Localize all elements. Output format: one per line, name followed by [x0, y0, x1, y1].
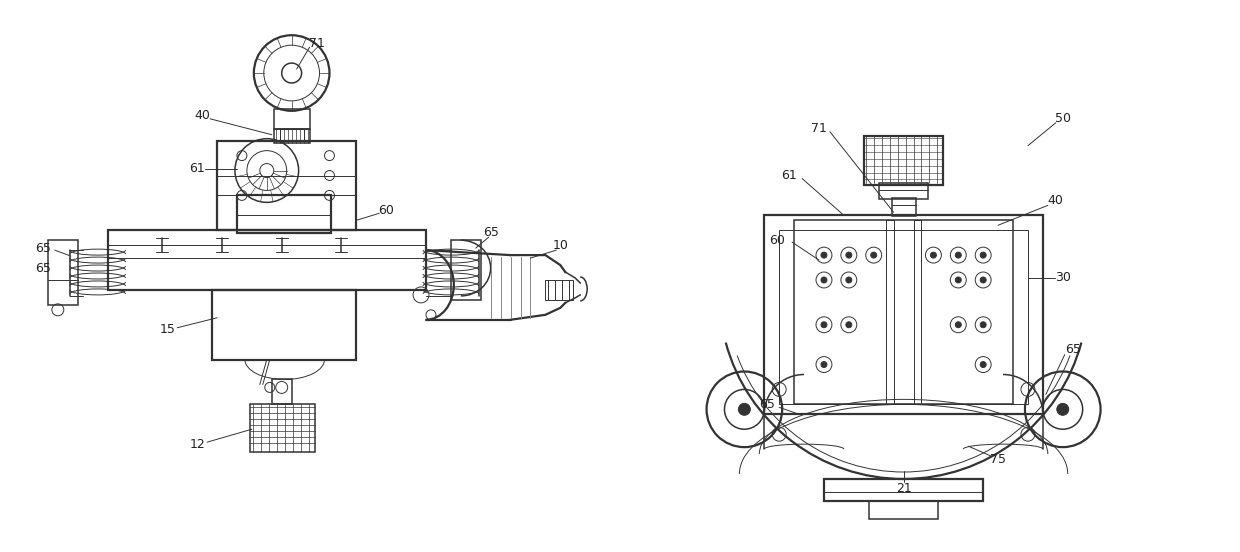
Text: 61: 61	[190, 162, 205, 175]
Circle shape	[980, 277, 986, 283]
Text: 50: 50	[1055, 112, 1071, 125]
Text: 75: 75	[990, 453, 1006, 465]
Circle shape	[1056, 404, 1069, 415]
Bar	[892, 198, 915, 216]
Text: 65: 65	[35, 262, 51, 274]
Circle shape	[980, 362, 986, 368]
Text: 30: 30	[1055, 272, 1070, 284]
Bar	[885, 220, 894, 405]
Text: 40: 40	[195, 109, 210, 123]
Text: 40: 40	[1048, 194, 1064, 207]
Text: 61: 61	[781, 169, 797, 182]
Text: 10: 10	[552, 238, 568, 252]
Text: 21: 21	[895, 482, 911, 496]
Circle shape	[980, 322, 986, 328]
Bar	[823, 479, 983, 501]
Circle shape	[821, 252, 827, 258]
Text: 65: 65	[759, 398, 775, 411]
Bar	[250, 405, 315, 452]
Bar	[212, 290, 356, 359]
Circle shape	[846, 322, 852, 328]
Text: 60: 60	[769, 233, 785, 247]
Circle shape	[846, 277, 852, 283]
Text: 71: 71	[811, 122, 827, 135]
Bar	[272, 379, 291, 405]
Bar	[914, 220, 921, 405]
Bar	[779, 230, 1028, 405]
Circle shape	[821, 362, 827, 368]
Text: 71: 71	[309, 36, 325, 50]
Circle shape	[846, 252, 852, 258]
Circle shape	[821, 277, 827, 283]
Bar	[764, 215, 1043, 415]
Circle shape	[821, 322, 827, 328]
Bar	[274, 129, 310, 142]
Bar	[869, 501, 939, 519]
Bar	[48, 240, 78, 305]
Bar	[546, 280, 573, 300]
Bar	[864, 136, 944, 185]
Bar	[108, 230, 427, 290]
Text: 12: 12	[190, 438, 205, 450]
Bar	[879, 183, 929, 199]
Circle shape	[870, 252, 877, 258]
Circle shape	[955, 277, 961, 283]
Bar	[274, 109, 310, 129]
Circle shape	[955, 322, 961, 328]
Text: 65: 65	[1065, 343, 1080, 356]
Bar	[280, 129, 304, 141]
Circle shape	[930, 252, 936, 258]
Circle shape	[980, 252, 986, 258]
Circle shape	[955, 252, 961, 258]
Bar	[451, 240, 481, 300]
Text: 65: 65	[35, 242, 51, 254]
Text: 15: 15	[160, 323, 175, 336]
Text: 65: 65	[482, 226, 498, 238]
Text: 60: 60	[378, 204, 394, 217]
Bar	[794, 220, 1013, 405]
Bar	[217, 141, 356, 230]
Bar	[237, 195, 331, 233]
Circle shape	[738, 404, 750, 415]
